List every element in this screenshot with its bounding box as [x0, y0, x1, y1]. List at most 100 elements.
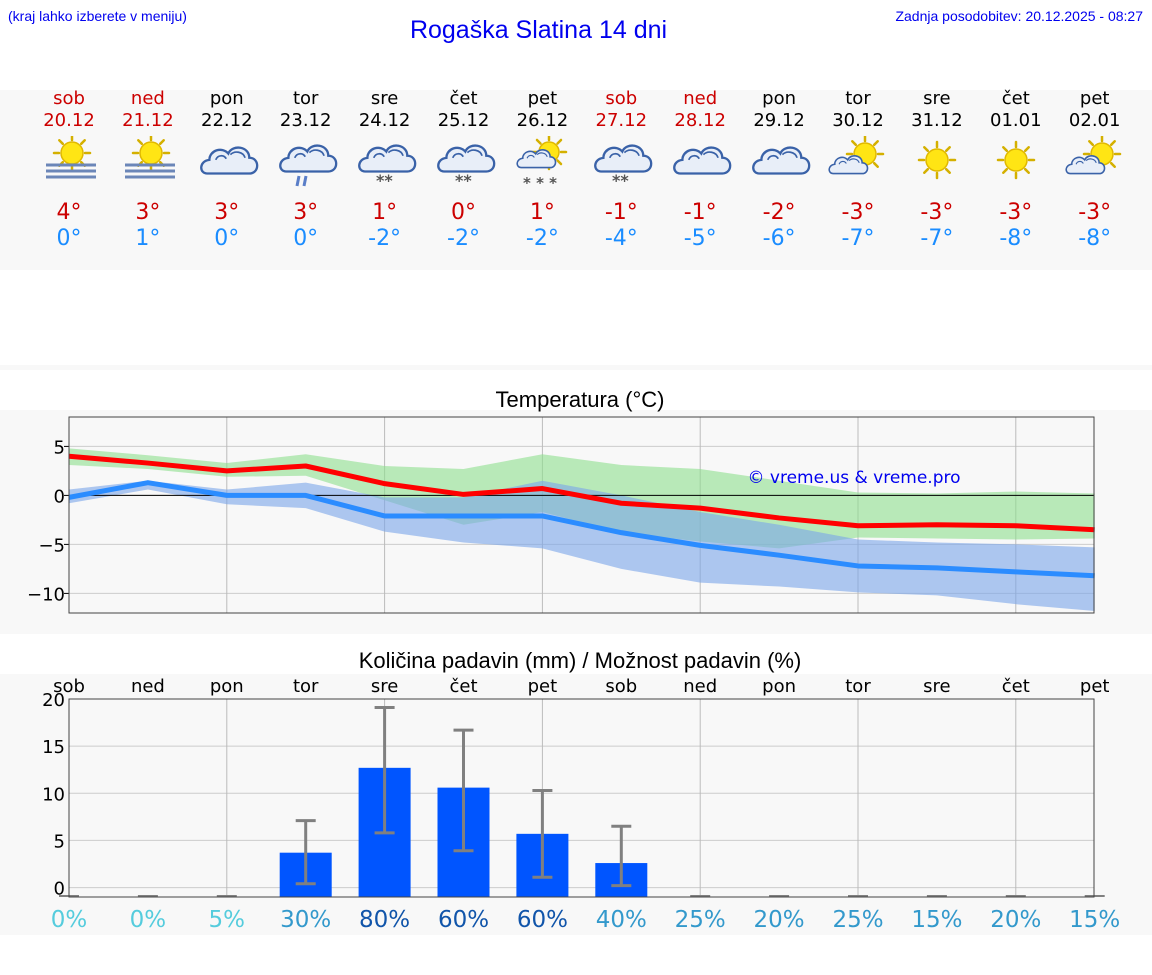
temp-max: 1° [529, 200, 555, 225]
temp-max: -3° [920, 200, 954, 225]
cloud-icon [673, 146, 732, 175]
temp-max: 3° [293, 200, 319, 225]
cloud-icon [199, 146, 259, 175]
day-date: 29.12 [753, 110, 805, 131]
day-name: sre [923, 88, 951, 109]
day-date: 23.12 [279, 110, 332, 131]
precip-probability: 5% [209, 907, 246, 933]
plot-frame [68, 698, 1095, 898]
svg-text:**: ** [612, 171, 629, 188]
precip-probability: 0% [51, 907, 88, 933]
precip-probability: 60% [517, 907, 568, 933]
day-column: ned 21.12 3° 1° [109, 88, 187, 252]
y-tick-label: 10 [42, 784, 65, 805]
temp-max: -3° [999, 200, 1033, 225]
y-tick-label: 0 [54, 879, 65, 900]
day-column: pon 22.12 3° 0° [188, 88, 266, 252]
svg-text:**: ** [376, 171, 393, 188]
day-column: tor 23.12 3° 0° [267, 88, 345, 252]
temperature-chart: 5 0 −5 −10 © vreme.us & vreme.pro [27, 416, 1095, 614]
day-name: tor [292, 88, 319, 109]
day-column: pet 26.12 * * * 1° -2° [503, 88, 581, 252]
day-name: čet [1001, 88, 1030, 109]
y-tick-label: 5 [54, 831, 65, 852]
day-column: čet 25.12 ** 0° -2° [425, 88, 503, 252]
temp-max: -2° [762, 200, 796, 225]
sun-icon [917, 140, 957, 180]
day-name: sob [53, 88, 85, 109]
temp-min: -6° [762, 226, 796, 251]
day-date: 27.12 [595, 110, 648, 131]
temp-max: -3° [841, 200, 875, 225]
sun-cloud-icon [828, 136, 885, 175]
category-label: ned [131, 676, 165, 697]
day-name: pet [1079, 88, 1110, 109]
temp-min: -4° [604, 226, 638, 251]
temp-chart-title: Temperatura (°C) [495, 387, 665, 412]
temp-min: -8° [999, 226, 1033, 251]
cloud-snow-icon: ** [357, 144, 416, 188]
precip-probability: 20% [990, 907, 1041, 933]
day-name: ned [683, 88, 718, 109]
temp-min: 0° [293, 226, 319, 251]
temp-max: 3° [135, 200, 161, 225]
day-column: sre 24.12 ** 1° -2° [346, 88, 424, 252]
cloud-icon [752, 146, 811, 175]
temp-min: -5° [683, 226, 717, 251]
precip-probability: 60% [438, 907, 489, 933]
cloud-snow-icon: ** [436, 144, 495, 188]
day-name: pon [762, 88, 797, 109]
temp-max: 4° [56, 200, 82, 225]
temp-min: 0° [56, 226, 82, 251]
day-date: 02.01 [1068, 110, 1121, 131]
svg-text:**: ** [455, 171, 472, 188]
temp-min: -2° [447, 226, 480, 251]
day-column: tor 30.12 -3° -7° [819, 88, 897, 252]
temp-max: 3° [214, 200, 240, 225]
temp-max: -3° [1078, 200, 1112, 225]
day-name: pet [527, 88, 558, 109]
temp-max: 1° [372, 200, 398, 225]
sun-fog-icon [124, 136, 175, 179]
plot-area [69, 699, 1094, 897]
y-tick-label: 20 [42, 690, 65, 711]
sun-cloud-snow-icon: * * * [516, 136, 568, 188]
precip-chart-title: Količina padavin (mm) / Možnost padavin … [358, 648, 802, 673]
day-column: pet 02.01 -3° -8° [1056, 88, 1134, 252]
precip-probability: 25% [675, 907, 726, 933]
precip-probability: 30% [280, 907, 331, 933]
day-column: sob 20.12 4° 0° [30, 88, 108, 252]
category-label: sre [371, 676, 398, 697]
last-update: Zadnja posodobitev: 20.12.2025 - 08:27 [895, 8, 1143, 24]
temp-min: -2° [525, 226, 559, 251]
day-column: sre 31.12 -3° -7° [898, 88, 976, 252]
day-date: 28.12 [674, 110, 726, 131]
plot-frame [68, 416, 1095, 614]
precip-probability: 20% [754, 907, 805, 933]
temp-min: -2° [368, 226, 402, 251]
day-name: sre [370, 88, 399, 109]
temp-min: 1° [135, 226, 161, 251]
day-name: čet [449, 88, 478, 109]
temp-min: -7° [841, 226, 875, 251]
day-date: 01.01 [990, 110, 1042, 131]
day-name: tor [845, 88, 871, 109]
category-label: sob [53, 676, 85, 697]
day-date: 30.12 [832, 110, 884, 131]
precip-probability: 25% [832, 907, 883, 933]
category-label: sob [605, 676, 637, 697]
category-label: sre [923, 676, 950, 697]
sun-cloud-icon [1065, 136, 1121, 175]
y-tick-label: 15 [42, 737, 65, 758]
precip-probability: 0% [130, 907, 167, 933]
precip-probability: 40% [596, 907, 647, 933]
cloud-snow-icon: ** [594, 144, 653, 188]
day-date: 26.12 [516, 110, 569, 131]
precip-probability: 15% [1069, 907, 1120, 933]
category-label: pet [528, 676, 558, 697]
y-tick-label: 5 [54, 437, 65, 458]
separator [0, 365, 1152, 370]
forecast-band [0, 90, 1152, 270]
category-label: pet [1080, 676, 1110, 697]
day-column: ned 28.12 -1° -5° [661, 88, 739, 252]
